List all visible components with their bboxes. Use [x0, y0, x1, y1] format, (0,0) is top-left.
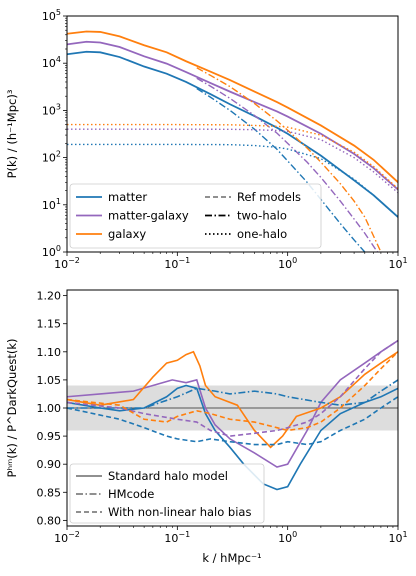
- y-tick-label: 1.05: [37, 374, 62, 387]
- y-tick-label: 103: [42, 102, 61, 117]
- legend-entry-label: matter: [108, 190, 147, 204]
- top-legend: matter matter-galaxy galaxy Ref models two-h…: [69, 183, 322, 249]
- series-one-halo-galaxy: [67, 123, 398, 190]
- bottom-y-axis-label: Pʰᵐ(k) / P^DarkQuest(k): [5, 339, 19, 478]
- series-total-matter-galaxy: [67, 40, 398, 191]
- ratio-standard-halo-model-matter: [67, 384, 398, 491]
- y-tick-label: 100: [42, 244, 61, 259]
- y-tick-label: 0.80: [37, 514, 62, 527]
- x-tick-label: 101: [388, 256, 407, 271]
- x-tick-label: 10−2: [54, 256, 80, 271]
- ratio-panel: 10−2 10−1 100 101 0.80 0.85 0.90 0.95 1.00 1.05 1…: [5, 289, 408, 565]
- top-x-ticks: 10−2 10−1 100 101: [54, 252, 408, 271]
- power-spectrum-series: [67, 30, 398, 252]
- legend-box: [69, 183, 322, 249]
- power-spectrum-panel: 10−2 10−1 100 101 100 101 102 103 104 105 P(k) /…: [5, 8, 408, 271]
- ratio-series: [67, 339, 398, 491]
- ratio-standard-halo-model-matter-galaxy: [67, 339, 398, 468]
- top-y-axis-label: P(k) / (h⁻¹Mpc)³: [5, 89, 19, 178]
- y-tick-label: 0.95: [37, 430, 62, 443]
- bottom-legend: Standard halo model HMcode With non-linear…: [69, 463, 265, 524]
- y-tick-label: 101: [42, 197, 61, 212]
- x-tick-label: 10−2: [54, 530, 80, 545]
- legend-entry-label: Ref models: [237, 190, 301, 204]
- bottom-x-axis-label: k / hMpc⁻¹: [202, 551, 261, 565]
- y-tick-label: 0.90: [37, 458, 62, 471]
- x-tick-label: 100: [278, 530, 297, 545]
- series-total-galaxy: [67, 30, 398, 183]
- y-tick-label: 1.00: [37, 402, 62, 415]
- x-tick-label: 10−1: [164, 530, 190, 545]
- top-y-ticks: 100 101 102 103 104 105: [42, 8, 67, 259]
- series-two-halo-matter-galaxy: [196, 77, 378, 252]
- legend-entry-label: two-halo: [237, 209, 287, 223]
- ratio-standard-halo-model-galaxy: [67, 350, 398, 449]
- y-tick-label: 1.10: [37, 346, 62, 359]
- y-tick-label: 102: [42, 150, 61, 165]
- x-tick-label: 101: [388, 530, 407, 545]
- top-axes-frame: [66, 15, 399, 253]
- legend-entry-label: HMcode: [108, 487, 154, 501]
- y-tick-label: 1.20: [37, 290, 62, 303]
- series-one-halo-matter: [67, 143, 398, 218]
- y-tick-label: 0.85: [37, 486, 62, 499]
- y-tick-label: 105: [42, 8, 61, 23]
- x-tick-label: 100: [278, 256, 297, 271]
- x-tick-label: 10−1: [164, 256, 190, 271]
- y-tick-label: 1.15: [37, 318, 62, 331]
- series-one-halo-matter-galaxy: [67, 128, 398, 194]
- bottom-x-ticks: 10−2 10−1 100 101: [54, 526, 408, 545]
- legend-box: [69, 463, 265, 524]
- y-tick-label: 104: [42, 55, 61, 70]
- legend-entry-label: matter-galaxy: [108, 209, 189, 223]
- series-two-halo-galaxy: [196, 67, 382, 252]
- ratio-with-non-linear-halo-bias-matter-galaxy: [67, 339, 398, 437]
- legend-entry-label: one-halo: [237, 227, 287, 241]
- legend-entry-label: With non-linear halo bias: [108, 505, 251, 519]
- bottom-y-ticks: 0.80 0.85 0.90 0.95 1.00 1.05 1.10 1.15 1.20: [37, 290, 67, 527]
- series-two-halo-matter: [196, 87, 366, 252]
- ratio-hmcode-matter: [67, 379, 398, 409]
- ratio-with-non-linear-halo-bias-galaxy: [67, 351, 398, 432]
- series-total-matter: [67, 50, 398, 218]
- legend-entry-label: Standard halo model: [108, 469, 228, 483]
- legend-entry-label: galaxy: [108, 227, 146, 241]
- ratio-with-non-linear-halo-bias-matter: [67, 396, 398, 446]
